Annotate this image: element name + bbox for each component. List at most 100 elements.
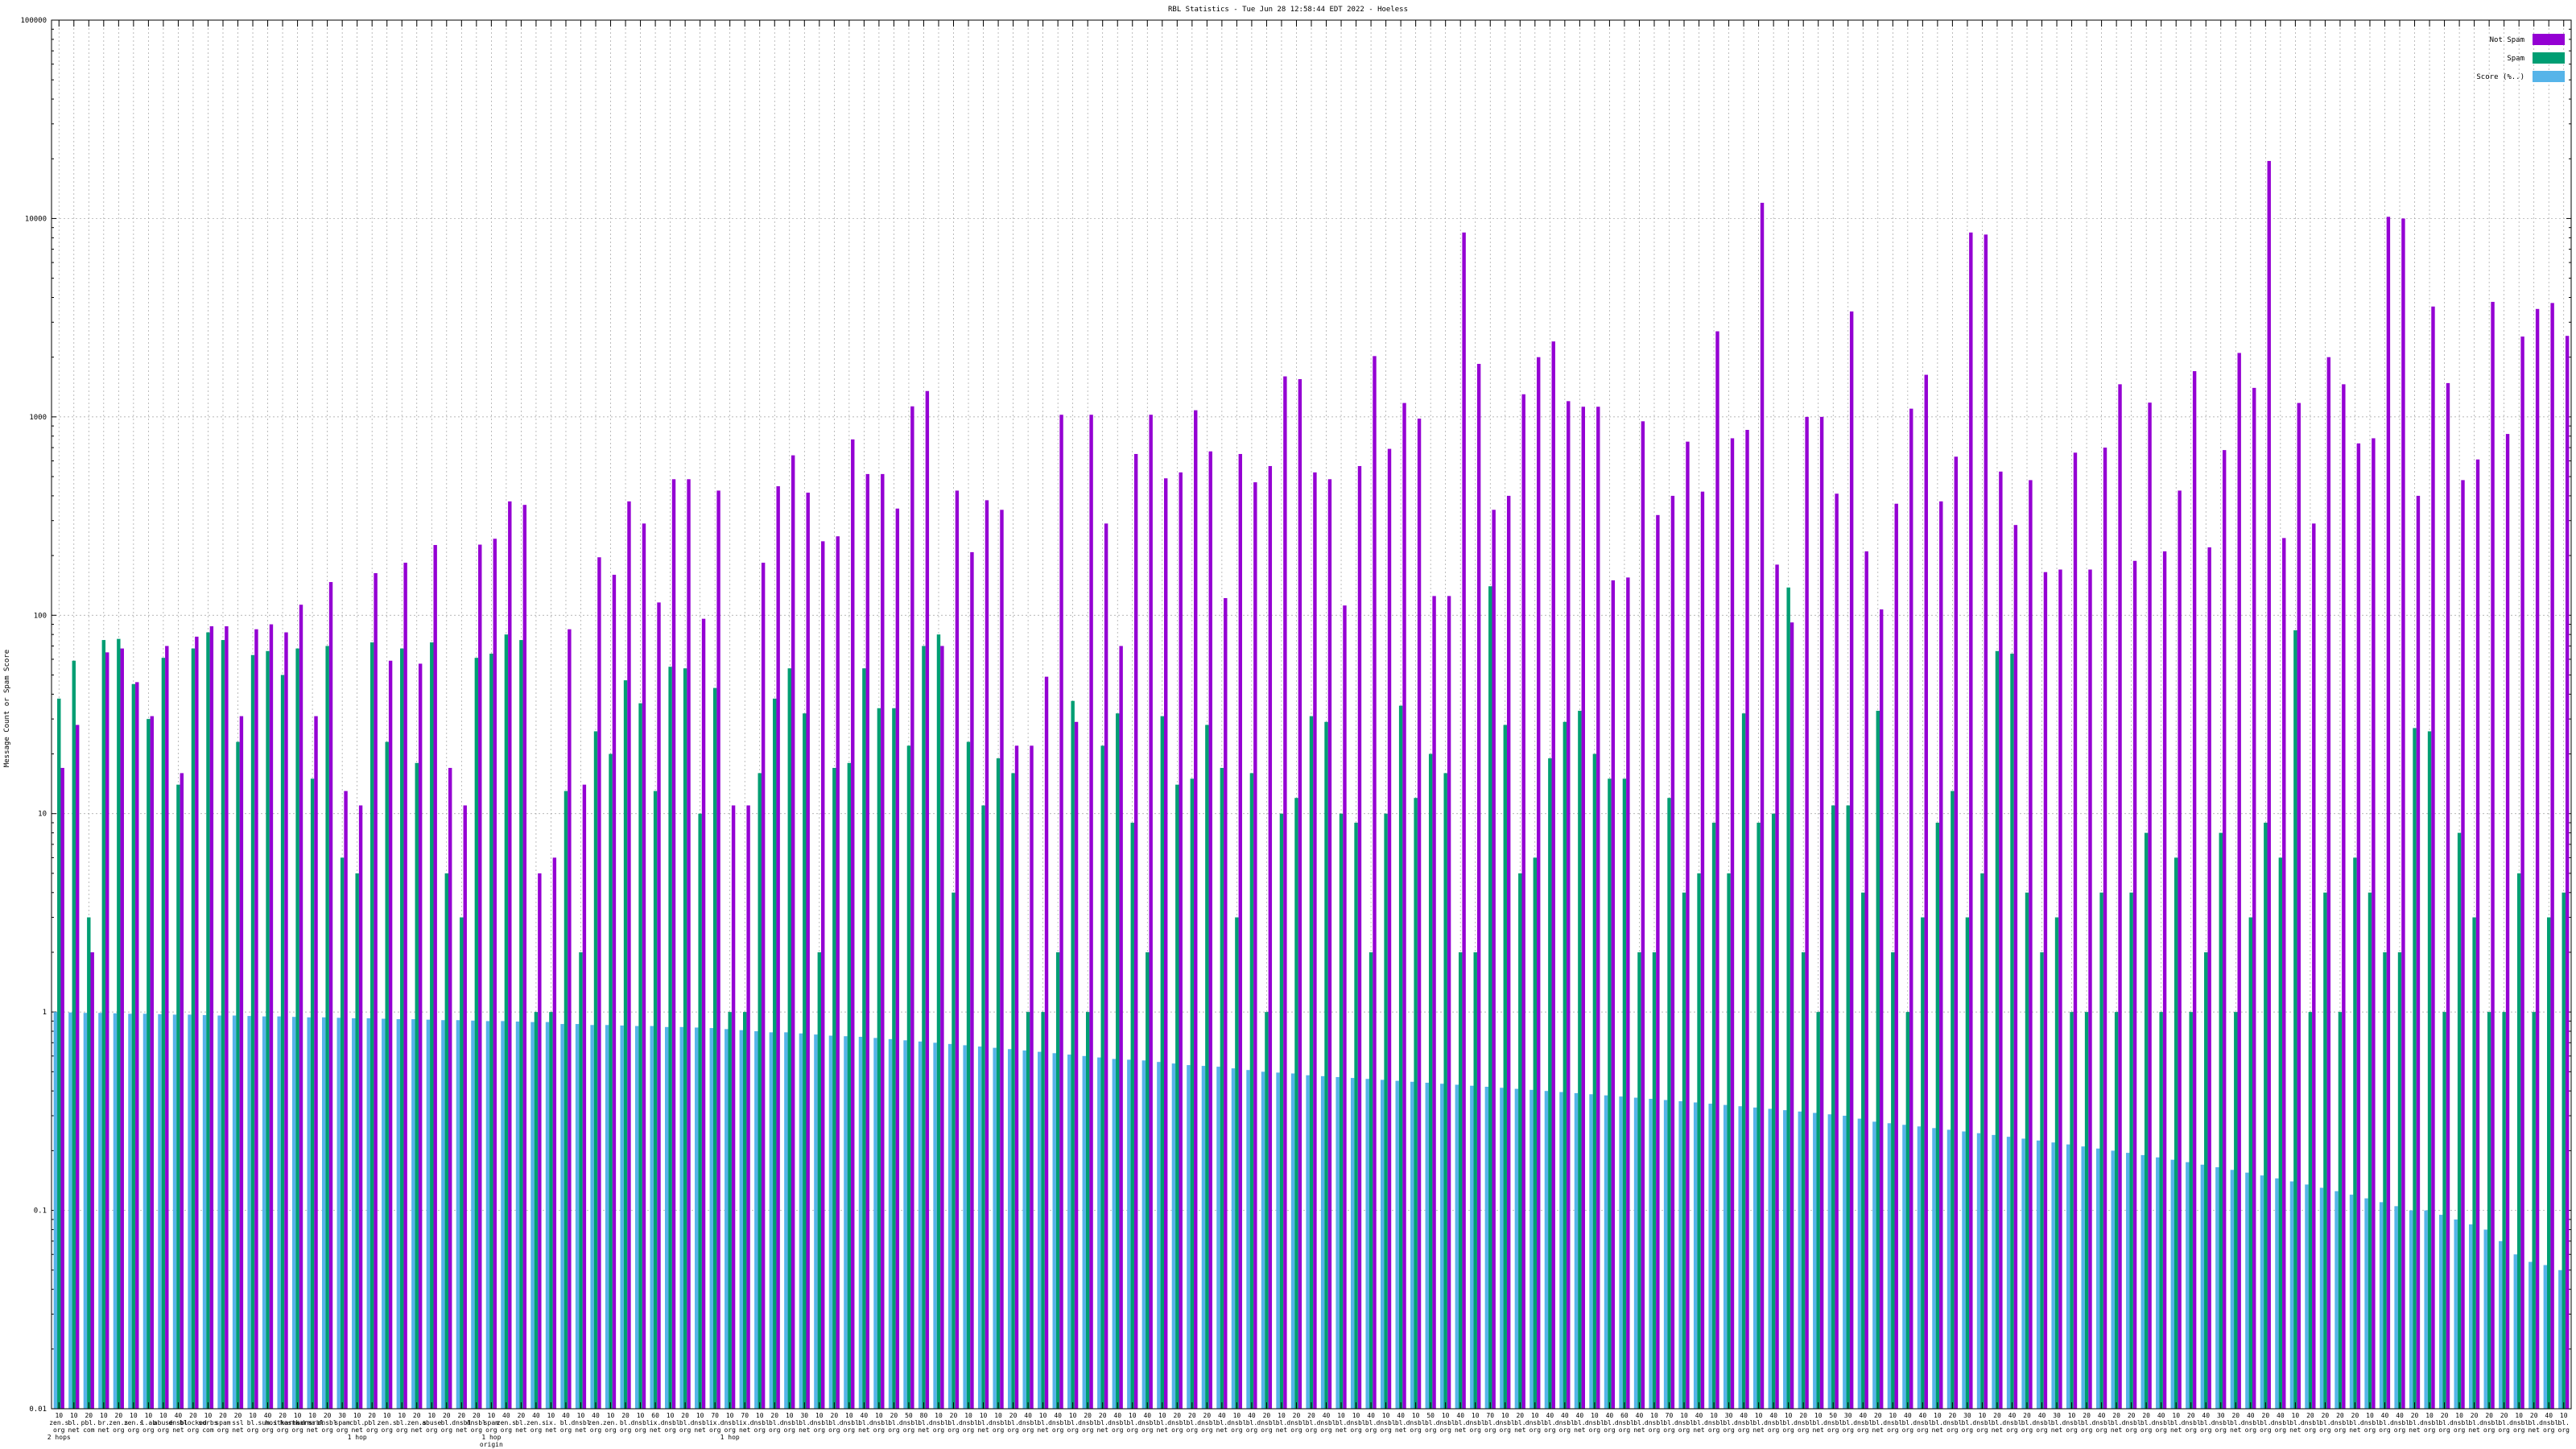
x-tick-label: org — [426, 1426, 438, 1434]
x-tick-label: org — [217, 1426, 229, 1434]
bar-spam — [1741, 713, 1746, 1409]
x-tick-label: dnsbl — [661, 1419, 680, 1426]
bar-score — [993, 1047, 997, 1409]
x-tick-label: 10 — [726, 1412, 734, 1419]
bar-spam — [2084, 1012, 2089, 1409]
bar-not-spam — [1551, 341, 1555, 1409]
x-tick-label: org — [1663, 1426, 1675, 1434]
x-tick-label: org — [2200, 1426, 2212, 1434]
bar-not-spam — [1179, 472, 1183, 1409]
bar-spam — [2010, 654, 2014, 1409]
bar-spam — [1905, 1012, 1910, 1409]
bar-spam — [2472, 917, 2476, 1409]
bar-score — [142, 1013, 147, 1409]
x-tick-label: 30 — [2217, 1412, 2225, 1419]
x-tick-label: 40 — [532, 1412, 540, 1419]
x-tick-label: 10 — [1442, 1412, 1450, 1419]
bar-spam — [2144, 832, 2149, 1409]
x-tick-label: sum.i — [258, 1419, 278, 1426]
x-tick-label: org — [381, 1426, 393, 1434]
x-tick-label: 30 — [2053, 1412, 2061, 1419]
bar-not-spam — [1283, 376, 1287, 1409]
bar-spam — [1757, 822, 1761, 1409]
x-tick-label: org — [1902, 1426, 1914, 1434]
x-tick-label: 20 — [1084, 1412, 1092, 1419]
x-tick-label: 1 hop — [720, 1434, 740, 1441]
x-tick-label: 20 — [890, 1412, 898, 1419]
bar-score — [575, 1024, 580, 1409]
bar-score — [2275, 1178, 2279, 1409]
bar-score — [1872, 1121, 1876, 1409]
x-tick-label: dnsbl — [1555, 1419, 1575, 1426]
x-tick-label: org — [963, 1426, 975, 1434]
bar-not-spam — [388, 660, 393, 1409]
bar-score — [1827, 1114, 1832, 1409]
x-tick-label: org — [128, 1426, 140, 1434]
bar-spam — [2516, 873, 2521, 1409]
bar-score — [634, 1026, 639, 1409]
bar-spam — [2189, 1012, 2193, 1409]
bar-not-spam — [1656, 514, 1660, 1410]
x-tick-label: dnsbl — [631, 1419, 650, 1426]
bar-score — [411, 1019, 415, 1409]
bar-score — [1574, 1092, 1579, 1409]
bar-score — [1231, 1068, 1236, 1409]
x-tick-label: net — [2468, 1426, 2480, 1434]
bar-score — [1440, 1084, 1444, 1409]
x-tick-label: bl. — [396, 1419, 407, 1426]
bar-spam — [1235, 917, 1239, 1409]
x-tick-label: org — [2438, 1426, 2450, 1434]
x-tick-label: 20 — [2471, 1412, 2479, 1419]
x-tick-label: net — [1574, 1426, 1586, 1434]
bar-spam — [2487, 1012, 2491, 1409]
bar-not-spam — [2401, 218, 2405, 1409]
bar-score — [605, 1025, 609, 1409]
bar-spam — [504, 634, 509, 1409]
x-tick-label: org — [1380, 1426, 1392, 1434]
bar-not-spam — [538, 873, 542, 1409]
bar-series — [53, 160, 2570, 1410]
bar-spam — [355, 873, 359, 1409]
bar-spam — [1995, 650, 2000, 1409]
bar-not-spam — [2222, 450, 2227, 1409]
bar-not-spam — [180, 773, 184, 1409]
bar-score — [366, 1018, 370, 1409]
bar-spam — [1801, 952, 1806, 1409]
bar-score — [2215, 1166, 2219, 1409]
bar-not-spam — [493, 539, 497, 1410]
x-tick-label: bl. — [1007, 1419, 1018, 1426]
x-tick-label: 20 — [457, 1412, 465, 1419]
bar-spam — [1786, 587, 1790, 1409]
y-tick-label: 1000 — [29, 414, 47, 422]
x-tick-label: blocked — [180, 1419, 207, 1426]
bar-score — [1798, 1111, 1802, 1409]
bar-spam — [57, 698, 61, 1409]
bar-score — [1768, 1108, 1772, 1409]
x-tick-label: 10 — [488, 1412, 496, 1419]
bar-score — [1738, 1106, 1742, 1409]
bar-not-spam — [1492, 510, 1496, 1409]
bar-not-spam — [314, 716, 318, 1409]
x-tick-label: bl. — [1395, 1419, 1406, 1426]
bar-score — [709, 1028, 713, 1409]
x-tick-label: 80 — [920, 1412, 928, 1419]
x-tick-label: 40 — [1606, 1412, 1614, 1419]
bar-not-spam — [2192, 371, 2197, 1410]
bar-score — [2454, 1219, 2458, 1409]
x-tick-label: 20 — [1173, 1412, 1181, 1419]
bar-spam — [280, 675, 285, 1409]
x-tick-label: dnsbl — [2182, 1419, 2201, 1426]
bar-score — [963, 1045, 967, 1409]
bar-not-spam — [1879, 609, 1884, 1409]
bar-spam — [638, 703, 642, 1409]
x-tick-label: net — [1633, 1426, 1645, 1434]
bar-spam — [1160, 716, 1164, 1409]
bar-score — [844, 1036, 848, 1409]
bar-not-spam — [746, 805, 750, 1409]
bar-spam — [2099, 892, 2103, 1409]
bar-not-spam — [2073, 452, 2078, 1409]
x-tick-label: net — [799, 1426, 811, 1434]
x-tick-label: 20 — [950, 1412, 958, 1419]
bar-not-spam — [881, 473, 885, 1409]
x-tick-label: org — [2140, 1426, 2153, 1434]
